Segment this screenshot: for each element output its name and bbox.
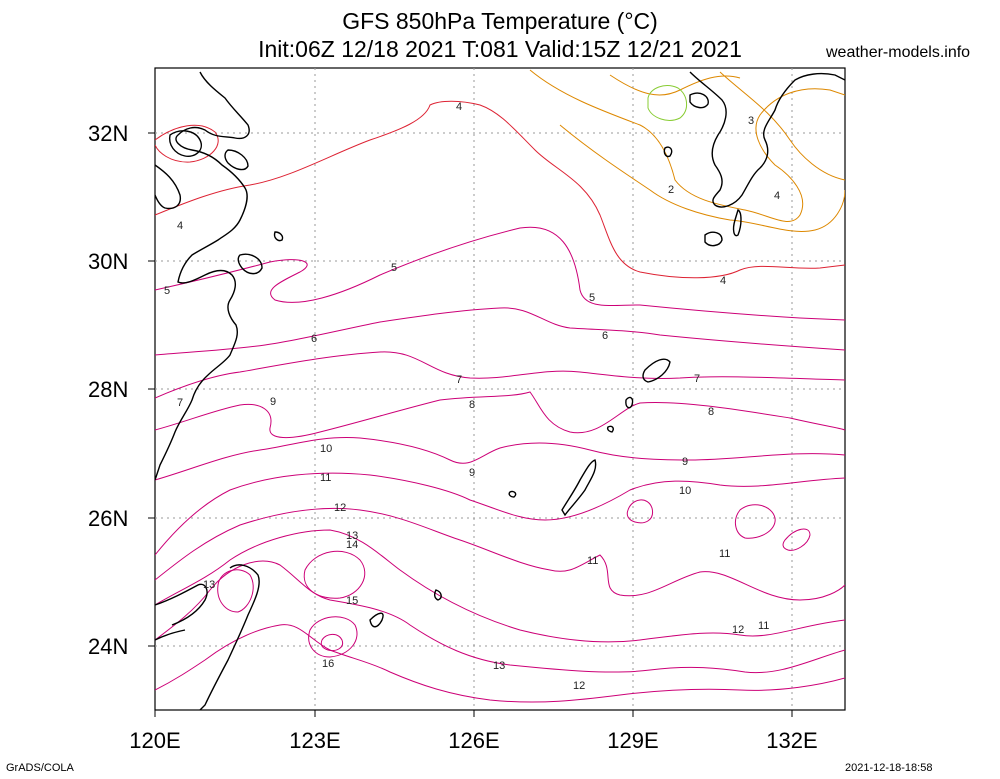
site-credit: weather-models.info [826,44,971,61]
lat-label-28n: 28N [88,377,128,402]
map-subtitle: Init:06Z 12/18 2021 T:081 Valid:15Z 12/2… [258,36,742,62]
contours-cool [529,69,845,232]
lon-label-126e: 126E [448,728,499,753]
contour-label: 12 [732,624,744,636]
contour-label: 9 [469,467,475,479]
axis-ticks [148,132,793,717]
contour-label: 7 [694,373,700,385]
lon-label-120e: 120E [129,728,180,753]
contour-label: 4 [720,275,726,287]
contour-label: 7 [456,374,462,386]
contour-label: 9 [270,396,276,408]
footer-timestamp: 2021-12-18-18:58 [845,762,933,774]
contours-4c [155,100,845,279]
contour-label: 16 [322,658,334,670]
contour-label: 13 [493,660,505,672]
contour-label: 13 [203,579,215,591]
lon-label-129e: 129E [607,728,658,753]
contour-label: 8 [469,399,475,411]
contour-cold [647,85,687,121]
graticule [155,68,845,710]
contour-label: 3 [748,115,754,127]
contour-label: 5 [589,292,595,304]
lon-label-132e: 132E [766,728,817,753]
contour-label: 5 [164,285,170,297]
contour-label: 4 [774,190,780,202]
contours-warm [155,226,845,703]
lon-label-123e: 123E [289,728,340,753]
contour-label: 10 [320,443,332,455]
contour-label: 15 [346,595,358,607]
contour-label: 11 [758,620,769,632]
map-title: GFS 850hPa Temperature (°C) [342,8,658,34]
lat-label-30n: 30N [88,249,128,274]
footer-software: GrADS/COLA [6,762,74,774]
contour-label: 9 [682,456,688,468]
contour-label: 6 [311,333,317,345]
contour-label: 2 [668,184,674,196]
lat-label-26n: 26N [88,506,128,531]
contour-label: 6 [602,330,608,342]
contour-label: 8 [708,406,714,418]
contour-label: 11 [719,548,730,560]
coastline [155,71,845,710]
contour-label: 11 [587,555,598,567]
lat-label-32n: 32N [88,121,128,146]
contour-label: 12 [334,502,346,514]
contour-label: 5 [391,262,397,274]
contour-label: 4 [456,101,462,113]
contour-label: 13 [346,530,358,542]
contour-label: 11 [320,472,331,484]
lat-label-24n: 24N [88,634,128,659]
contour-label: 4 [177,220,183,232]
contour-label: 10 [679,485,691,497]
contour-label: 7 [177,397,183,409]
contour-label-group: 4 4 5 5 5 6 6 7 7 7 8 8 9 9 9 10 10 11 1… [164,101,780,692]
contour-label: 14 [346,539,358,551]
contour-label: 12 [573,680,585,692]
